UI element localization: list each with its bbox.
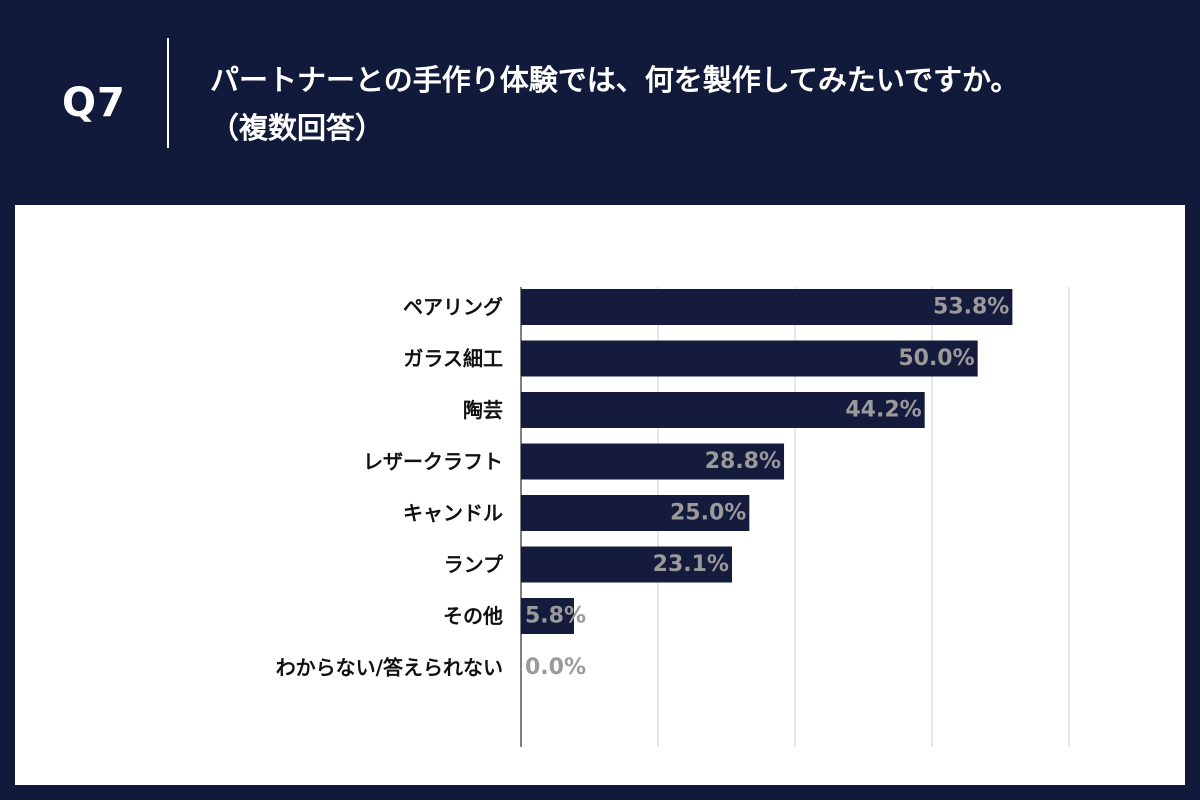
category-label: キャンドル bbox=[403, 501, 503, 525]
bar bbox=[521, 289, 1013, 325]
category-label: ペアリング bbox=[403, 295, 503, 319]
value-label: 44.2% bbox=[845, 398, 921, 423]
value-label: 0.0% bbox=[525, 655, 586, 680]
bar bbox=[521, 546, 732, 583]
value-label: 5.8% bbox=[525, 604, 586, 629]
category-label: わからない/答えられない bbox=[276, 656, 503, 680]
bar bbox=[521, 392, 925, 428]
question-title: パートナーとの手作り体験では、何を製作してみたいですか。 （複数回答） bbox=[210, 56, 1185, 152]
chart-panel: ペアリング 53.8% ガラス細工 50.0% 陶芸 44.2% レザークラフト 28.8% キ… bbox=[15, 205, 1185, 785]
value-label: 28.8% bbox=[705, 449, 781, 474]
question-number: Q7 bbox=[62, 80, 126, 126]
bar-chart: ペアリング 53.8% ガラス細工 50.0% 陶芸 44.2% レザークラフト 28.8% キ… bbox=[276, 287, 1070, 747]
value-label: 25.0% bbox=[670, 501, 746, 526]
value-label: 50.0% bbox=[898, 346, 974, 371]
bar bbox=[521, 598, 574, 634]
header: Q7 パートナーとの手作り体験では、何を製作してみたいですか。 （複数回答） bbox=[0, 0, 1200, 205]
category-label: その他 bbox=[443, 604, 503, 628]
bar bbox=[521, 340, 978, 377]
value-label: 53.8% bbox=[933, 295, 1009, 320]
category-label: ガラス細工 bbox=[403, 347, 503, 371]
category-label: ランプ bbox=[444, 553, 504, 577]
category-label: 陶芸 bbox=[463, 398, 503, 422]
question-title-line1: パートナーとの手作り体験では、何を製作してみたいですか。 bbox=[210, 63, 1020, 97]
header-divider bbox=[167, 38, 169, 148]
bar bbox=[521, 495, 750, 531]
value-label: 23.1% bbox=[653, 552, 729, 577]
bar bbox=[521, 443, 785, 480]
question-title-line2: （複数回答） bbox=[210, 111, 385, 145]
category-label: レザークラフト bbox=[363, 450, 503, 474]
